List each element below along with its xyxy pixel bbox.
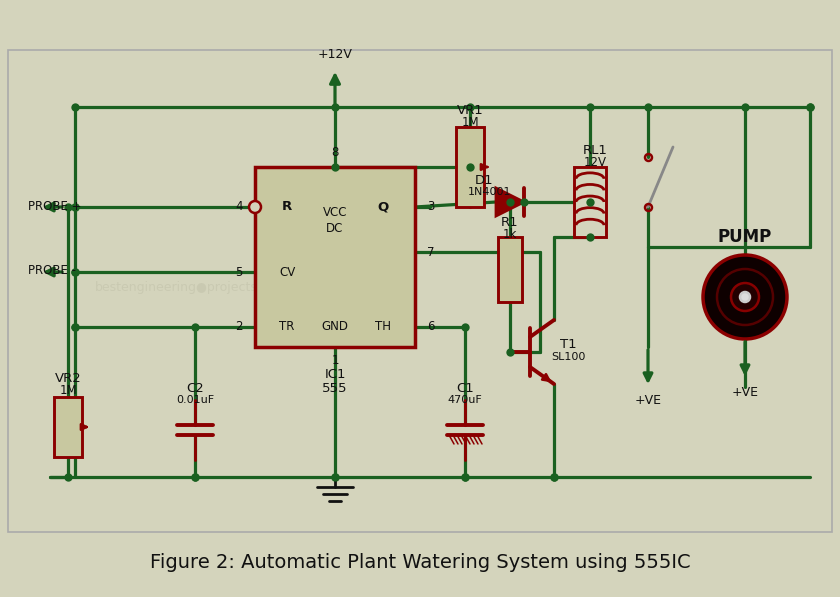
Text: DC: DC xyxy=(326,223,344,235)
Text: TH: TH xyxy=(375,321,391,334)
Text: 7: 7 xyxy=(428,245,435,259)
Bar xyxy=(498,237,522,302)
Text: IC1: IC1 xyxy=(324,368,346,381)
Text: 1: 1 xyxy=(331,355,339,368)
Text: C1: C1 xyxy=(456,381,474,395)
Text: PROBE +: PROBE + xyxy=(28,199,81,213)
Text: TR: TR xyxy=(280,321,295,334)
Text: 8: 8 xyxy=(331,146,339,159)
Text: 12V: 12V xyxy=(584,156,606,170)
Text: R1: R1 xyxy=(501,217,519,229)
Text: 5: 5 xyxy=(235,266,243,278)
Text: bestengineering●projects.com: bestengineering●projects.com xyxy=(95,281,289,294)
Text: +VE: +VE xyxy=(634,393,662,407)
Circle shape xyxy=(740,292,750,302)
Text: 1N4001: 1N4001 xyxy=(468,187,512,197)
Text: GND: GND xyxy=(322,321,349,334)
Text: VR1: VR1 xyxy=(457,104,483,118)
Text: 1M: 1M xyxy=(59,384,76,398)
Circle shape xyxy=(717,269,773,325)
Text: +12V: +12V xyxy=(318,48,353,61)
Text: +VE: +VE xyxy=(732,386,759,399)
Polygon shape xyxy=(496,188,524,216)
Bar xyxy=(255,167,415,347)
Text: 3: 3 xyxy=(428,201,434,214)
Text: 470uF: 470uF xyxy=(448,395,482,405)
Text: VCC: VCC xyxy=(323,205,347,219)
Bar xyxy=(54,397,82,457)
Text: CV: CV xyxy=(279,266,295,278)
Text: 1k: 1k xyxy=(503,227,517,241)
Circle shape xyxy=(249,201,261,213)
Text: 4: 4 xyxy=(235,201,243,214)
Text: Q: Q xyxy=(377,201,389,214)
Bar xyxy=(456,127,484,207)
Text: C2: C2 xyxy=(186,381,204,395)
Circle shape xyxy=(731,283,759,311)
Text: PROBE -: PROBE - xyxy=(28,264,76,278)
Text: VR2: VR2 xyxy=(55,373,81,386)
Text: 1M: 1M xyxy=(461,116,479,130)
Text: 555: 555 xyxy=(323,383,348,395)
Circle shape xyxy=(703,255,787,339)
Text: D1: D1 xyxy=(475,174,493,186)
Text: R: R xyxy=(282,201,292,214)
Text: 2: 2 xyxy=(235,321,243,334)
Bar xyxy=(574,167,606,237)
Text: Figure 2: Automatic Plant Watering System using 555IC: Figure 2: Automatic Plant Watering Syste… xyxy=(150,553,690,573)
Text: SL100: SL100 xyxy=(551,352,585,362)
Text: 0.01uF: 0.01uF xyxy=(176,395,214,405)
Text: PUMP: PUMP xyxy=(718,228,772,246)
Text: 6: 6 xyxy=(428,321,435,334)
Text: T1: T1 xyxy=(559,337,576,350)
Text: RL1: RL1 xyxy=(583,144,607,158)
Bar xyxy=(8,50,832,532)
